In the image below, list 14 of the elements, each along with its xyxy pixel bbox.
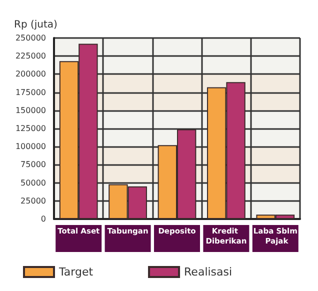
y-tick-label: 0 [40, 214, 46, 224]
y-tick-label: 75000 [20, 160, 46, 170]
y-tick-label: 200000 [15, 70, 46, 79]
y-tick-label: 25000 [20, 196, 46, 206]
y-tick-label: 250000 [15, 34, 46, 42]
y-tick-label: 125000 [15, 124, 46, 133]
y-axis-title: Rp (juta) [14, 20, 58, 30]
legend-label: Target [58, 266, 94, 278]
y-tick-label: 50000 [20, 178, 46, 188]
y-tick-label: 150000 [15, 106, 46, 115]
legend-label: Realisasi [184, 266, 232, 278]
y-tick-label: 100000 [15, 142, 46, 152]
y-tick-label: 175000 [15, 88, 46, 97]
y-tick-label: 225000 [15, 52, 46, 61]
